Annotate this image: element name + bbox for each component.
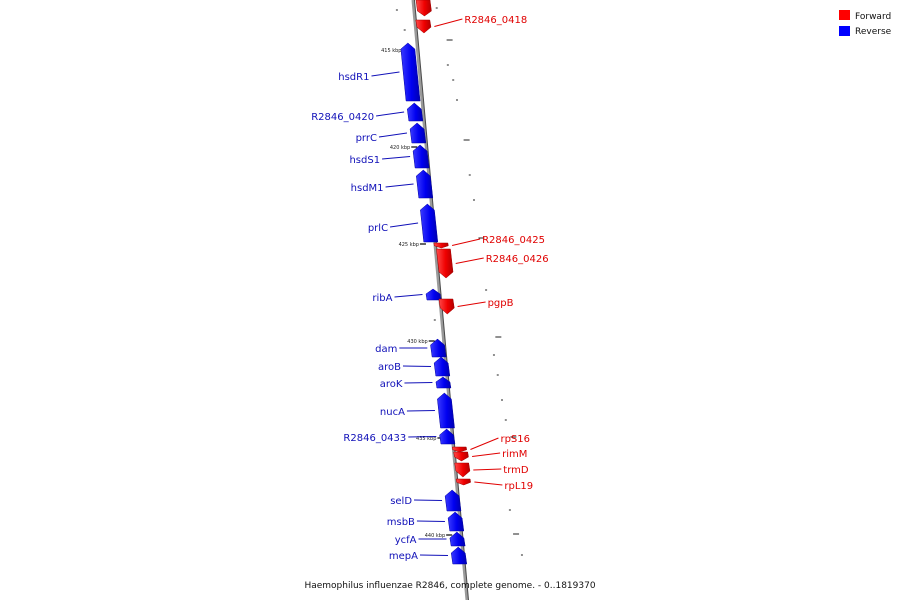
gene-leader-line: [457, 301, 486, 307]
gene-label-r2846_0433[interactable]: R2846_0433: [343, 433, 406, 444]
legend-reverse-swatch: [839, 26, 850, 36]
gene-label-pgpb[interactable]: pgpB: [488, 298, 514, 309]
scale-tick-label: 425 kbp: [399, 242, 419, 248]
gene-leader-line: [385, 183, 414, 188]
gene-arrow-r2846_0425: [433, 242, 449, 249]
gene-arrow-r2846_0433: [439, 428, 456, 445]
scale-tick-label: 440 kbp: [425, 533, 445, 539]
gene-leader-line: [402, 365, 431, 367]
gene-label-riba[interactable]: ribA: [372, 293, 392, 304]
gene-label-r2846_0418[interactable]: R2846_0418: [464, 15, 527, 26]
gene-leader-line: [470, 437, 499, 450]
gene-features: R2846_0418 hsdR1 R2846_0420 prrC hsdS1 hsdM1 p…: [311, 0, 549, 565]
gene-leader-line: [378, 132, 408, 138]
gene-arrow-rps16: [451, 446, 467, 453]
gene-arrow-pgpb: [438, 298, 455, 315]
gene-arrow-prrc: [409, 122, 427, 144]
gene-label-hsds1[interactable]: hsdS1: [349, 155, 380, 166]
scale-tick-label: 435 kbp: [416, 436, 436, 442]
gene-arrow-r2846_0426: [436, 248, 454, 279]
gene-label-arok[interactable]: aroK: [380, 379, 403, 390]
gene-leader-line: [473, 468, 502, 471]
gene-label-hsdm1[interactable]: hsdM1: [351, 183, 384, 194]
gene-label-rps16[interactable]: rpS16: [500, 434, 530, 445]
legend-reverse-label: Reverse: [855, 27, 892, 37]
gene-leader-line: [419, 554, 449, 556]
gene-label-arob[interactable]: aroB: [378, 362, 401, 373]
gene-label-dam[interactable]: dam: [375, 344, 397, 355]
gene-arrow-trmd: [454, 462, 471, 478]
gene-label-rimm[interactable]: rimM: [502, 449, 527, 460]
scale-tick-label: 415 kbp: [381, 48, 401, 54]
gene-leader-line: [376, 111, 405, 117]
gene-label-seld[interactable]: selD: [390, 496, 412, 507]
scale-ticks: 415 kbp 420 kbp 425 kbp 430 kbp 435 kbp 440 k…: [381, 48, 453, 539]
scale-tick-label: 420 kbp: [390, 145, 410, 151]
gene-arrow-rimm: [453, 451, 469, 462]
scale-tick-label: 430 kbp: [407, 339, 427, 345]
gene-label-ycfa[interactable]: ycfA: [395, 535, 417, 546]
gene-label-prlc[interactable]: prlC: [368, 223, 388, 234]
gene-arrow-r2846_0420: [407, 102, 424, 122]
gene-leader-line: [414, 499, 443, 501]
gene-leader-line: [474, 481, 503, 486]
legend-forward-label: Forward: [855, 12, 891, 22]
gene-leader-line: [404, 382, 433, 384]
gene-leader-line: [455, 257, 484, 264]
gene-arrow-riba: [425, 288, 442, 301]
gene-arrow-msbb: [447, 511, 465, 532]
gene-arrow-hsdm1: [416, 169, 434, 199]
gene-leader-line: [394, 294, 423, 298]
gene-leader-line: [451, 238, 481, 246]
gene-arrow-nuca: [437, 392, 455, 429]
genome-caption: Haemophilus influenzae R2846, complete g…: [304, 581, 595, 591]
gene-leader-line: [382, 156, 411, 160]
gene-arrow-hsdr1: [400, 42, 421, 102]
legend: Forward Reverse: [839, 10, 892, 37]
gene-label-nuca[interactable]: nucA: [380, 407, 405, 418]
gene-label-prrc[interactable]: prrC: [356, 133, 377, 144]
gene-leader-line: [406, 410, 435, 412]
gene-label-trmd[interactable]: trmD: [503, 465, 529, 476]
gene-leader-line: [434, 18, 463, 27]
gene-label-r2846_0426[interactable]: R2846_0426: [486, 254, 549, 265]
gene-arrow-hsds1: [412, 144, 430, 169]
gene-arrow-mepa: [450, 546, 468, 565]
gene-leader-line: [416, 520, 445, 522]
gene-arrow-rpl19: [455, 478, 471, 486]
gene-arrow: [415, 0, 432, 17]
gene-label-msbb[interactable]: msbB: [387, 517, 415, 528]
gene-arrow-prlc: [420, 203, 439, 243]
gene-arrow-dam: [430, 338, 447, 358]
gene-label-r2846_0420[interactable]: R2846_0420: [311, 112, 374, 123]
gene-arrow-arob: [433, 356, 451, 377]
gene-label-rpl19[interactable]: rpL19: [504, 481, 533, 492]
gene-leader-line: [371, 71, 400, 77]
gene-arrow-r2846_0418: [415, 19, 432, 34]
gene-leader-line: [472, 452, 501, 457]
gene-arrow-ycfa: [449, 531, 466, 547]
gene-arrow-arok: [435, 376, 452, 389]
gene-leader-line: [408, 436, 437, 438]
legend-forward-swatch: [839, 10, 850, 20]
gene-label-r2846_0425[interactable]: R2846_0425: [482, 235, 545, 246]
gene-label-mepa[interactable]: mepA: [389, 551, 418, 562]
gene-leader-line: [389, 222, 419, 228]
gene-label-hsdr1[interactable]: hsdR1: [338, 72, 369, 83]
gene-arrow-seld: [444, 489, 462, 512]
